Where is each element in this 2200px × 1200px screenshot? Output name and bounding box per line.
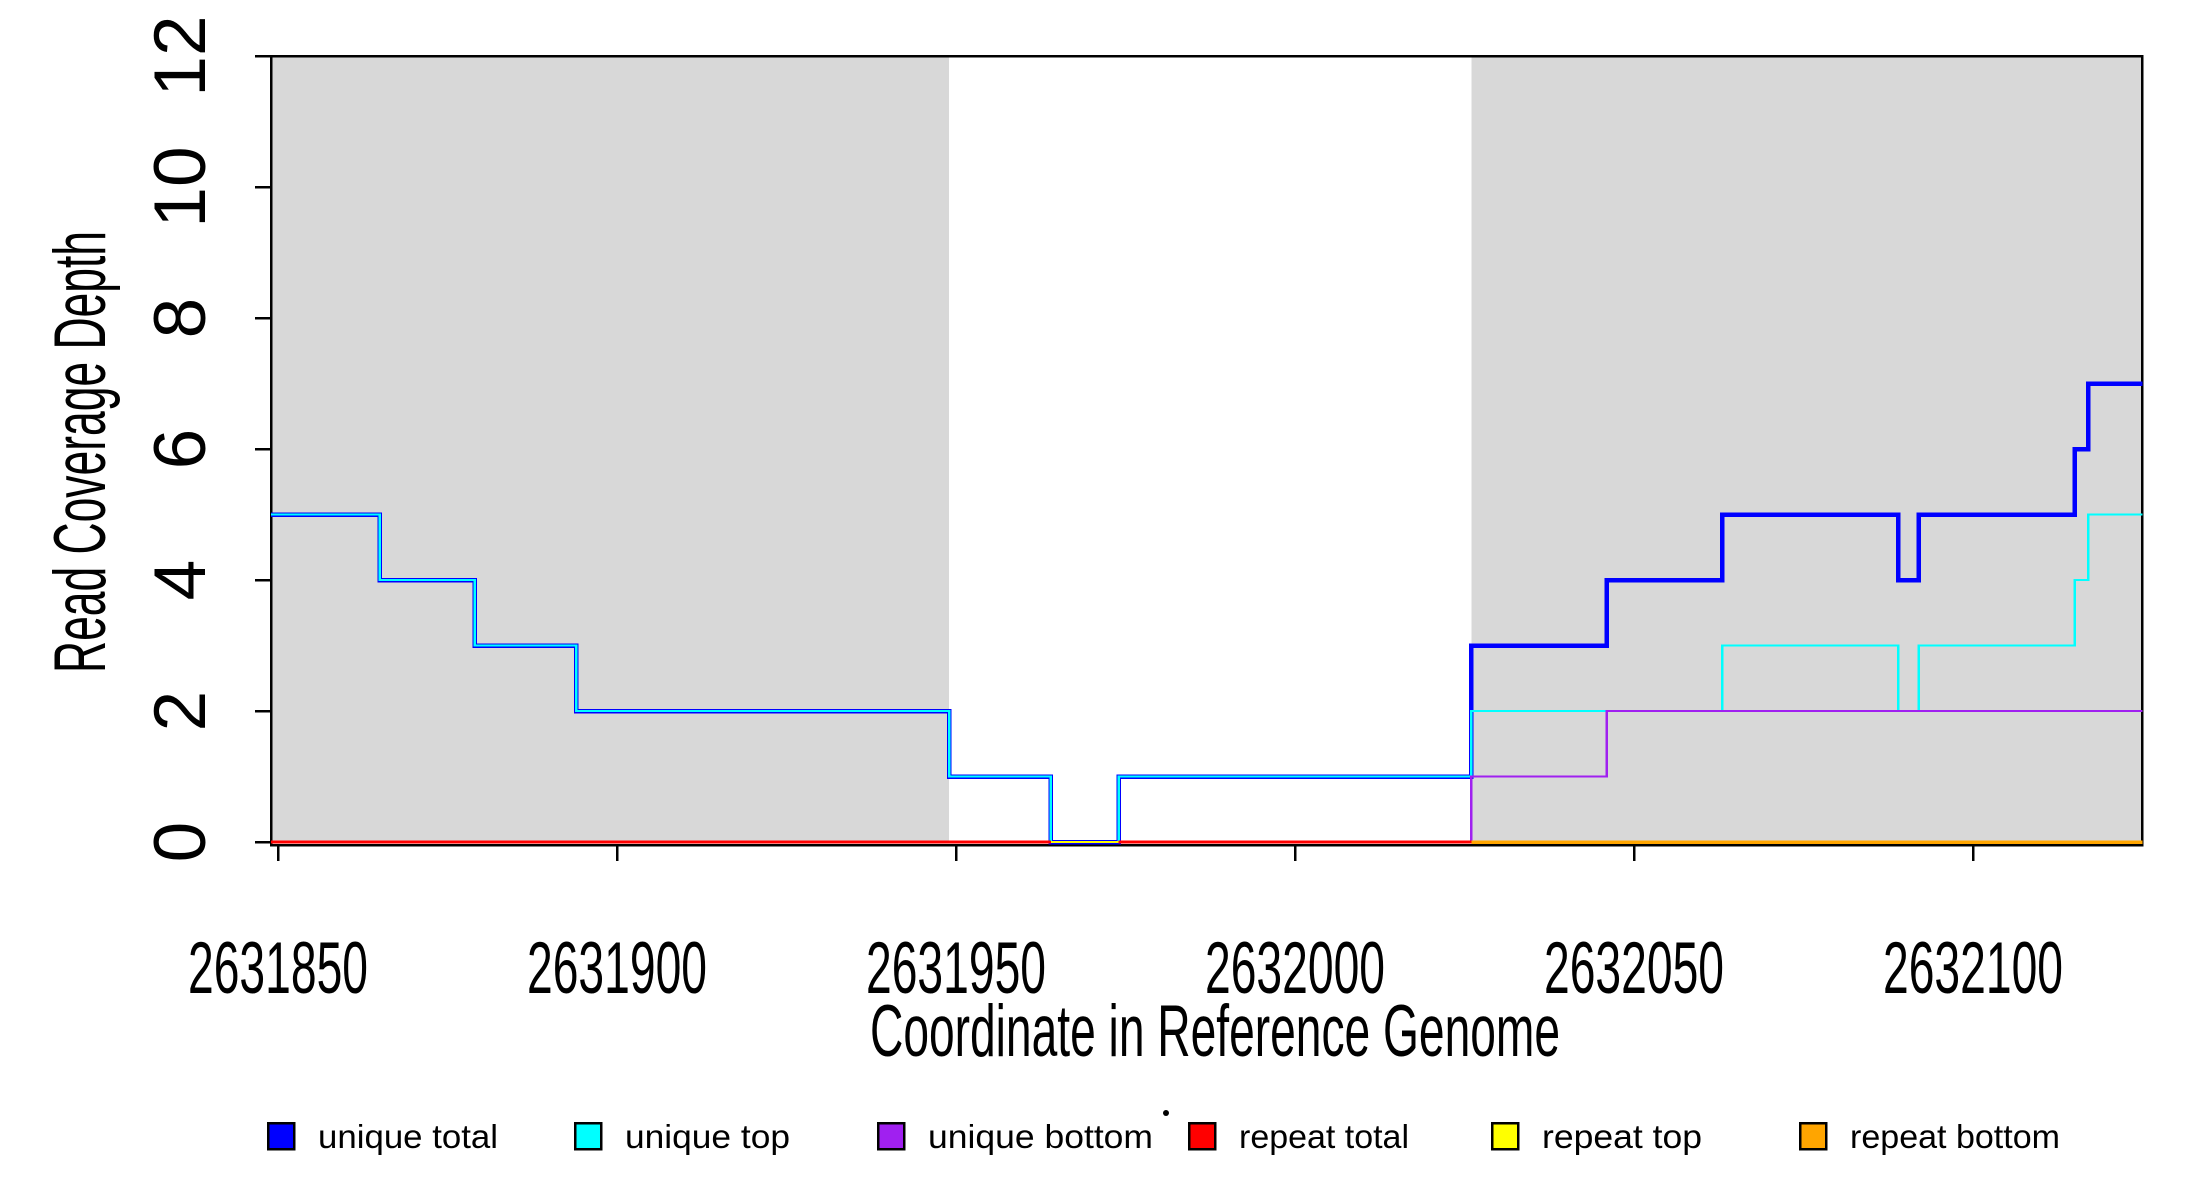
x-tick-label: 2632100 xyxy=(1883,928,2063,1009)
legend-swatch-unique-bottom xyxy=(876,1121,906,1151)
legend-label: repeat bottom xyxy=(1850,1118,2060,1155)
legend-swatch-unique-total xyxy=(266,1121,296,1151)
y-tick-label: 12 xyxy=(140,15,221,96)
legend-label: repeat top xyxy=(1542,1118,1702,1155)
coverage-series-lines xyxy=(271,381,2143,845)
legend-swatch-unique-top xyxy=(573,1121,603,1151)
x-tick-label: 2632000 xyxy=(1205,928,1385,1009)
x-tick-label: 2631900 xyxy=(527,928,707,1009)
y-tick-label: 0 xyxy=(140,822,221,863)
series-unique-top xyxy=(271,513,2143,844)
stray-dot xyxy=(1163,1110,1169,1116)
x-axis-title: Coordinate in Reference Genome xyxy=(870,991,1560,1072)
y-tick-label: 8 xyxy=(140,298,221,339)
x-tick-label: 2631850 xyxy=(188,928,368,1009)
legend-label: unique top xyxy=(625,1118,790,1155)
repeat-region-left xyxy=(271,56,950,842)
shaded-repeat-regions xyxy=(271,56,2142,842)
x-axis-ticks: 2631850 2631900 2631950 2632000 2632050 26321… xyxy=(188,845,2063,1009)
legend-label: unique total xyxy=(318,1118,498,1155)
x-tick-label: 2631950 xyxy=(866,928,1046,1009)
y-tick-label: 4 xyxy=(140,560,221,601)
y-tick-label: 6 xyxy=(140,429,221,470)
y-tick-label: 2 xyxy=(140,691,221,732)
repeat-region-right xyxy=(1471,56,2142,842)
legend-swatch-repeat-top xyxy=(1490,1121,1520,1151)
legend-swatch-repeat-total xyxy=(1187,1121,1217,1151)
legend-label: unique bottom xyxy=(928,1118,1153,1155)
x-tick-label: 2632050 xyxy=(1544,928,1724,1009)
y-tick-label: 10 xyxy=(140,146,221,227)
y-axis-ticks: 0 2 4 6 8 10 12 xyxy=(140,15,271,862)
annotations xyxy=(1163,1110,1169,1116)
plot-frame xyxy=(269,54,2144,847)
legend: unique total unique top unique bottom repea… xyxy=(266,1118,2060,1155)
y-axis-title: Read Coverage Depth xyxy=(40,231,121,673)
legend-swatch-repeat-bottom xyxy=(1798,1121,1828,1151)
legend-label: repeat total xyxy=(1239,1118,1409,1155)
